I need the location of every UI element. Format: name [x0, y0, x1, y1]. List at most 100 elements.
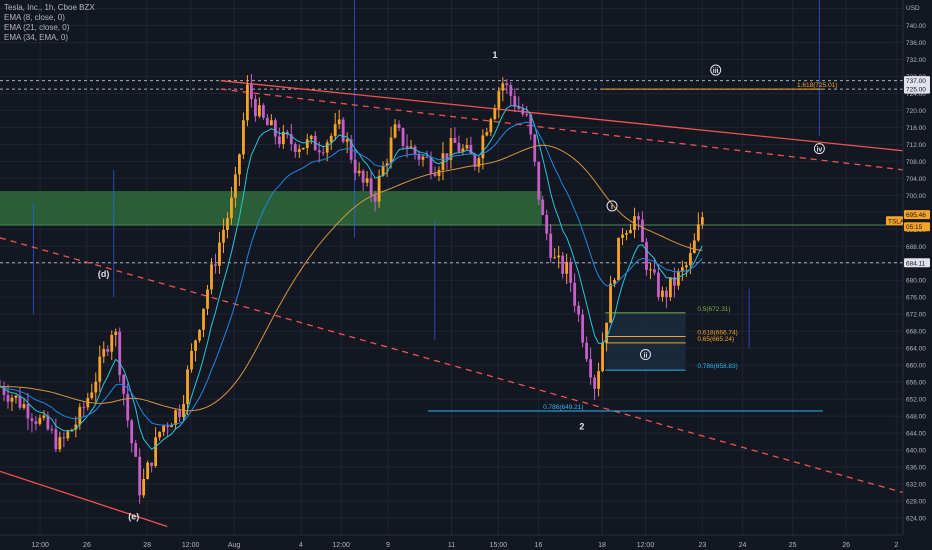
candle-down: [373, 195, 377, 202]
candle-up: [190, 350, 193, 370]
x-tick-label: 2: [894, 542, 898, 549]
candle-down: [353, 159, 357, 174]
candle-down: [214, 264, 217, 266]
candle-down: [589, 359, 592, 378]
candle-up: [90, 392, 94, 399]
candle-up: [222, 229, 225, 243]
candle-down: [549, 233, 553, 258]
candle-up: [629, 229, 632, 234]
candle-down: [293, 144, 297, 152]
x-tick-label: 12:00: [182, 542, 200, 549]
y-tick-label: 652.00: [906, 397, 926, 404]
price-tag-label: TSLA: [888, 218, 905, 225]
candle-up: [198, 329, 201, 341]
candle-up: [389, 137, 393, 164]
candle-down: [138, 456, 142, 496]
y-tick-label: 672.00: [906, 312, 926, 319]
candle-up: [617, 237, 620, 281]
price-tag: [904, 222, 930, 232]
candle-up: [114, 331, 118, 336]
candle-up: [680, 267, 684, 272]
candle-down: [593, 377, 596, 389]
candle-down: [529, 114, 533, 135]
candle-up: [202, 308, 205, 330]
candle-up: [281, 131, 285, 145]
price-tag-label: 737.00: [906, 78, 926, 85]
candle-down: [62, 437, 66, 439]
x-tick-label: 25: [789, 542, 797, 549]
price-tag-label: 725.00: [906, 87, 926, 94]
trend-line: [220, 88, 904, 171]
wave-label-circle: [639, 349, 651, 361]
candle-down: [425, 156, 429, 158]
candle-up: [421, 156, 425, 160]
candle-up: [377, 175, 381, 202]
candle-up: [94, 381, 98, 393]
price-tag: [904, 84, 930, 94]
candle-up: [305, 139, 309, 148]
x-tick-label: 16: [535, 542, 543, 549]
candle-down: [573, 282, 577, 306]
candle-down: [265, 117, 269, 126]
candle-up: [553, 257, 557, 259]
y-tick-label: 644.00: [906, 431, 926, 438]
candle-down: [457, 142, 461, 152]
candle-down: [637, 216, 640, 220]
time-axis-background: [0, 535, 932, 550]
candle-up: [230, 197, 233, 219]
candle-up: [393, 124, 397, 138]
candle-up: [186, 369, 189, 404]
wave-label: (d): [98, 269, 110, 279]
candle-down: [665, 290, 668, 298]
candle-up: [78, 407, 82, 425]
candle-up: [669, 277, 672, 298]
candle-up: [565, 261, 569, 274]
candle-down: [581, 314, 585, 343]
candle-up: [465, 145, 469, 149]
candle-down: [273, 120, 277, 137]
candle-up: [481, 135, 485, 159]
candle-down: [533, 134, 537, 162]
ema34-line: [0, 144, 703, 412]
candle-down: [321, 152, 325, 154]
candle-up: [206, 289, 209, 309]
candle-up: [477, 158, 481, 167]
candle-up: [601, 342, 604, 372]
candle-down: [653, 269, 656, 273]
candle-down: [577, 305, 581, 315]
candle-up: [246, 84, 249, 121]
candle-up: [621, 234, 624, 238]
candle-down: [473, 154, 477, 167]
candle-down: [46, 415, 50, 430]
candle-down: [569, 261, 573, 283]
y-tick-label: 720.00: [906, 108, 926, 115]
candle-up: [365, 178, 369, 183]
y-tick-label: 724.00: [906, 91, 926, 98]
x-tick-label: 9: [386, 542, 390, 549]
candle-up: [497, 90, 501, 109]
price-tag-label: 695.46: [906, 212, 926, 219]
candle-up: [385, 163, 389, 166]
candle-up: [242, 120, 245, 155]
candle-up: [174, 410, 177, 425]
grid-lines: [0, 0, 903, 535]
y-tick-label: 732.00: [906, 57, 926, 64]
wave-label: iii: [713, 68, 719, 75]
candle-down: [561, 255, 565, 274]
y-tick-label: 668.00: [906, 329, 926, 336]
candle-down: [657, 272, 660, 297]
candle-down: [417, 153, 421, 160]
candle-down: [178, 410, 181, 418]
y-tick-label: 660.00: [906, 363, 926, 370]
candle-up: [218, 242, 221, 266]
x-tick-label: 4: [299, 542, 303, 549]
y-tick-label: 704.00: [906, 176, 926, 183]
candle-down: [433, 173, 437, 176]
x-tick-label: 15:00: [490, 542, 508, 549]
candle-up: [74, 424, 78, 430]
candle-up: [38, 417, 42, 424]
x-tick-label: 24: [739, 542, 747, 549]
candle-up: [557, 255, 561, 258]
